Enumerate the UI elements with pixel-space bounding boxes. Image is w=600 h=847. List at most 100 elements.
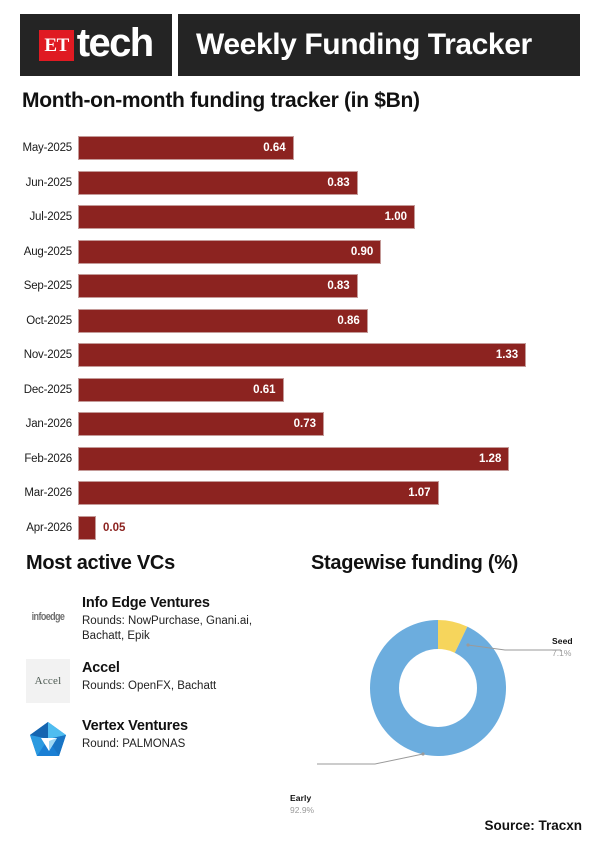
most-active-vcs-section: Most active VCs infoedge Info Edge Ventur… — [0, 552, 300, 775]
bar-track: 0.86 — [78, 308, 538, 333]
bar-row: Jan-2026 0.73 — [0, 407, 600, 442]
ettech-logo: ET tech — [20, 14, 172, 76]
vc-rounds: Rounds: OpenFX, Bachatt — [82, 679, 217, 692]
month-on-month-bar-chart: May-2025 0.64 Jun-2025 0.83 Jul-2025 1.00 Aug-… — [0, 131, 600, 546]
bar-value-label: 0.86 — [337, 314, 360, 327]
early-label: Early — [290, 793, 312, 803]
seed-callout: Seed 7.1% — [552, 636, 573, 658]
bar-value-label: 0.73 — [293, 418, 316, 431]
bar-track: 1.28 — [78, 446, 538, 471]
bar-fill: 0.05 — [78, 515, 125, 540]
page-title: Weekly Funding Tracker — [196, 28, 532, 61]
donut-svg — [317, 620, 561, 765]
bar-category-label: Jun-2025 — [25, 176, 73, 189]
bar-fill: 0.83 — [78, 274, 358, 299]
donut-hole — [399, 649, 477, 727]
source-attribution: Source: Tracxn — [484, 818, 582, 833]
bar-row: Mar-2026 1.07 — [0, 476, 600, 511]
donut-chart: Seed 7.1% Early 92.9% — [290, 588, 600, 815]
bar-category-label: Dec-2025 — [23, 383, 72, 396]
bar-row: Apr-2026 0.05 — [0, 511, 600, 546]
vc-list-item[interactable]: infoedge Info Edge Ventures Rounds: NowPur… — [0, 594, 300, 645]
vc-rounds: Rounds: NowPurchase, Gnani.ai, Bachatt, … — [82, 615, 253, 643]
stagewise-funding-section: Stagewise funding (%) Seed 7.1% Early 92… — [290, 552, 600, 847]
vc-text-block: Info Edge Ventures Rounds: NowPurchase, G… — [82, 594, 272, 645]
bar-category-label: Jul-2025 — [29, 211, 72, 224]
bar-fill: 1.33 — [78, 343, 527, 368]
seed-leader-line — [467, 644, 561, 651]
bar-value-label: 0.83 — [327, 176, 350, 189]
vc-list-item[interactable]: Vertex Ventures Round: PALMONAS — [0, 716, 300, 761]
bar-category-label: Nov-2025 — [23, 349, 72, 362]
infoedge-logo-icon: infoedge — [26, 594, 70, 638]
bar-value-label: 0.90 — [350, 245, 374, 258]
vc-list: infoedge Info Edge Ventures Rounds: NowPur… — [0, 594, 300, 761]
bar-value-label: 0.05 — [103, 521, 126, 534]
bar-category-label: Aug-2025 — [23, 245, 72, 258]
bar-track: 0.61 — [78, 377, 538, 402]
vc-section-title: Most active VCs — [26, 552, 175, 574]
vc-logo-text: infoedge — [31, 609, 65, 623]
bar-category-label: Apr-2026 — [26, 521, 72, 534]
donut-section-title: Stagewise funding (%) — [311, 552, 519, 574]
early-leader-line — [317, 753, 424, 765]
et-logo-mark: ET — [39, 29, 74, 61]
bar-fill: 0.64 — [78, 136, 294, 161]
bar-track: 0.83 — [78, 274, 538, 299]
accel-logo-icon: Accel — [26, 658, 70, 703]
vc-name: Accel — [82, 659, 120, 676]
page-header: ET tech Weekly Funding Tracker — [20, 14, 580, 76]
bar-fill: 1.00 — [78, 205, 415, 230]
bar-track: 0.73 — [78, 412, 538, 437]
vc-text-block: Vertex Ventures Round: PALMONAS — [82, 717, 188, 752]
bar-fill: 0.61 — [78, 377, 284, 402]
seed-label: Seed — [552, 636, 573, 646]
bar-track: 0.64 — [78, 136, 538, 161]
bar-row: Aug-2025 0.90 — [0, 235, 600, 270]
bar-fill: 1.28 — [78, 446, 510, 471]
bar-category-label: Jan-2026 — [25, 418, 73, 431]
bar-category-label: Sep-2025 — [23, 280, 72, 293]
bar-track: 0.05 — [78, 515, 538, 540]
bar-track: 0.90 — [78, 239, 538, 264]
early-callout: Early 92.9% — [290, 793, 314, 815]
bar-value-label: 0.83 — [327, 280, 350, 293]
bar-row: Feb-2026 1.28 — [0, 442, 600, 477]
vc-rounds: Round: PALMONAS — [82, 737, 186, 750]
bar-track: 0.83 — [78, 170, 538, 195]
bar-fill: 1.07 — [78, 481, 439, 506]
bar-fill: 0.83 — [78, 170, 358, 195]
bar-chart-heading: Month-on-month funding tracker (in $Bn) — [22, 89, 420, 112]
bar-row: Oct-2025 0.86 — [0, 304, 600, 339]
bar-category-label: Mar-2026 — [24, 487, 72, 500]
vc-logo-text: Accel — [34, 674, 62, 687]
bar-value-label: 1.07 — [408, 487, 431, 500]
bar-value-label: 1.28 — [478, 452, 502, 465]
bar-category-label: Feb-2026 — [24, 452, 72, 465]
vertex-ventures-logo-icon — [26, 716, 70, 761]
bar-row: Sep-2025 0.83 — [0, 269, 600, 304]
tech-wordmark: tech — [76, 21, 154, 65]
bar-row: Jul-2025 1.00 — [0, 200, 600, 235]
early-percent: 92.9% — [290, 805, 315, 815]
vc-text-block: Accel Rounds: OpenFX, Bachatt — [82, 659, 216, 694]
vc-name: Vertex Ventures — [82, 717, 188, 734]
bar-track: 1.00 — [78, 205, 538, 230]
bar-row: Jun-2025 0.83 — [0, 166, 600, 201]
bar-category-label: May-2025 — [22, 142, 72, 155]
vc-name: Info Edge Ventures — [82, 595, 210, 611]
vc-list-item[interactable]: Accel Accel Rounds: OpenFX, Bachatt — [0, 658, 300, 703]
bar-value-label: 0.61 — [253, 383, 276, 396]
header-title-bar: Weekly Funding Tracker — [178, 14, 580, 76]
bar-category-label: Oct-2025 — [26, 314, 72, 327]
bar-track: 1.33 — [78, 343, 538, 368]
bar-value-label: 0.64 — [263, 142, 286, 155]
bar-row: May-2025 0.64 — [0, 131, 600, 166]
bar-track: 1.07 — [78, 481, 538, 506]
seed-leader-dot — [466, 643, 470, 647]
early-leader-dot — [421, 752, 425, 756]
bar-value-label: 1.33 — [495, 349, 519, 362]
bar-fill: 0.86 — [78, 308, 368, 333]
bar-row: Dec-2025 0.61 — [0, 373, 600, 408]
